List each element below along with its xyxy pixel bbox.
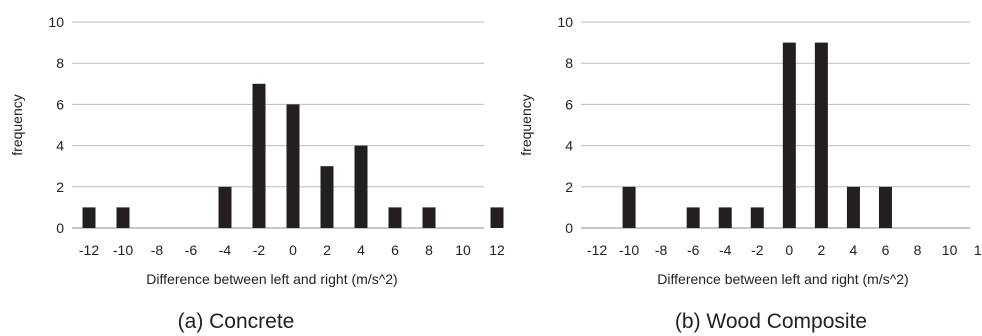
- y-tick-label: 8: [56, 55, 64, 71]
- x-tick-label: -8: [655, 242, 668, 258]
- chart-caption: (a) Concrete: [178, 310, 295, 333]
- x-tick-label: 8: [914, 242, 922, 258]
- x-tick-label: 0: [785, 242, 793, 258]
- chart-2: 0 2 4 6 8 10 -12 -10 -8 -6 -4 -2 0 2 4 6 8 10 12 frequency D…: [518, 14, 982, 333]
- y-tick-label: 6: [565, 96, 573, 112]
- bar: [354, 145, 368, 228]
- y-tick-label: 4: [565, 138, 573, 154]
- x-tick-label: -8: [151, 242, 164, 258]
- bar: [686, 207, 700, 228]
- x-tick-label: -4: [219, 242, 232, 258]
- x-tick-label: 8: [425, 242, 433, 258]
- y-tick-label: 4: [56, 138, 64, 154]
- bar: [622, 186, 636, 228]
- bar: [718, 207, 732, 228]
- bar: [252, 83, 266, 228]
- bar: [286, 104, 300, 228]
- bar: [490, 207, 504, 228]
- x-tick-label: -12: [587, 242, 607, 258]
- y-axis-title: frequency: [9, 94, 25, 155]
- x-axis-title: Difference between left and right (m/s^2…: [657, 271, 908, 287]
- x-tick-label: 10: [942, 242, 958, 258]
- x-tick-label: 12: [974, 242, 982, 258]
- x-tick-label: 10: [455, 242, 471, 258]
- y-tick-label: 2: [565, 179, 573, 195]
- y-tick-label: 10: [557, 14, 573, 30]
- x-tick-label: 4: [850, 242, 858, 258]
- x-tick-label: -2: [751, 242, 764, 258]
- bar: [814, 42, 828, 228]
- y-tick-label: 6: [56, 96, 64, 112]
- bar: [82, 207, 96, 228]
- x-tick-label: 2: [323, 242, 331, 258]
- x-tick-label: -6: [185, 242, 198, 258]
- y-tick-label: 8: [565, 55, 573, 71]
- y-tick-label: 0: [565, 220, 573, 236]
- chart-1: 0 2 4 6 8 10 -12 -10 -8 -6 -4 -2 0 2 4 6 8 10 12 frequency D…: [9, 14, 505, 333]
- bar: [422, 207, 436, 228]
- bar: [782, 42, 796, 228]
- x-axis-title: Difference between left and right (m/s^2…: [146, 271, 397, 287]
- x-tick-label: -10: [113, 242, 133, 258]
- x-tick-label: -2: [253, 242, 266, 258]
- bar: [320, 166, 334, 228]
- x-tick-label: 2: [817, 242, 825, 258]
- bar: [750, 207, 764, 228]
- x-tick-label: -4: [719, 242, 732, 258]
- bar: [846, 186, 860, 228]
- chart-caption: (b) Wood Composite: [675, 310, 867, 333]
- bar: [218, 186, 232, 228]
- y-axis-title: frequency: [518, 94, 534, 155]
- x-tick-label: -6: [687, 242, 700, 258]
- bar: [878, 186, 892, 228]
- y-tick-label: 2: [56, 179, 64, 195]
- x-tick-label: 4: [357, 242, 365, 258]
- x-tick-label: 0: [289, 242, 297, 258]
- bar: [388, 207, 402, 228]
- y-tick-label: 0: [56, 220, 64, 236]
- x-tick-label: -10: [619, 242, 639, 258]
- x-tick-label: 6: [391, 242, 399, 258]
- x-tick-label: -12: [79, 242, 99, 258]
- y-tick-label: 10: [48, 14, 64, 30]
- bar: [116, 207, 130, 228]
- x-tick-label: 12: [489, 242, 505, 258]
- x-tick-label: 6: [882, 242, 890, 258]
